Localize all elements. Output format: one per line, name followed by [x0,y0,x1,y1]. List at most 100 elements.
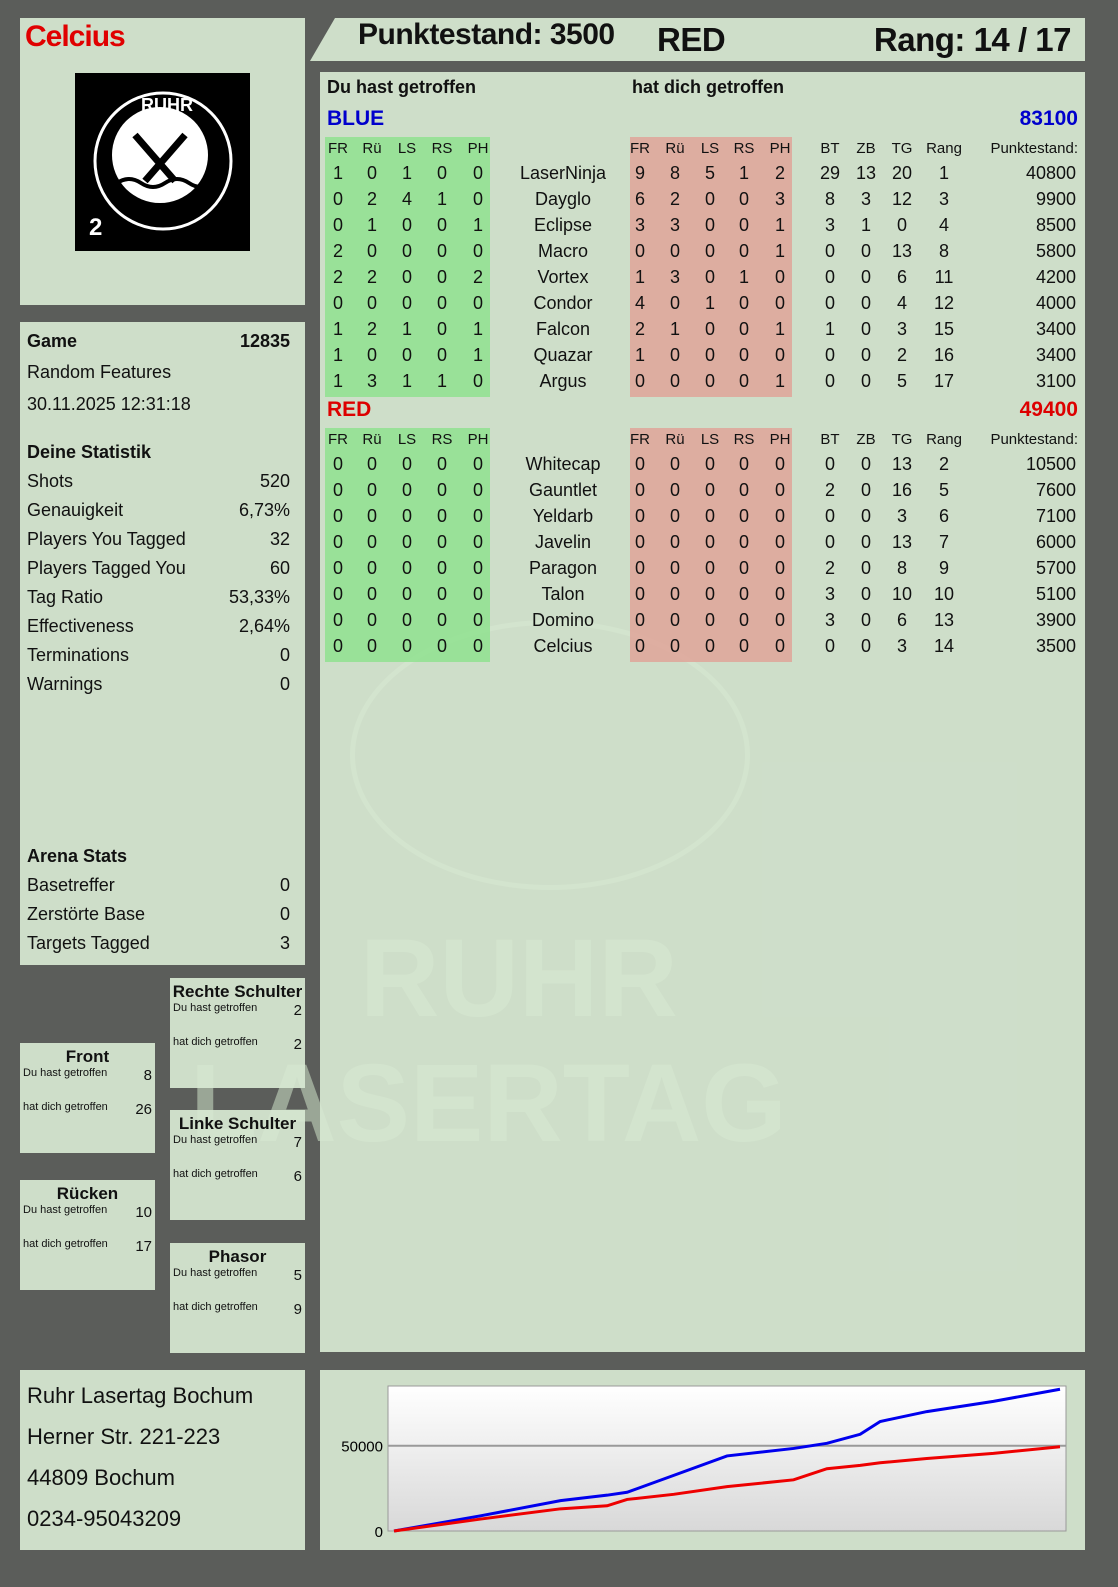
zone-title: Rücken [56,1184,119,1203]
you-hit-cell: 0 [436,532,447,552]
hit-you-cell: 0 [704,610,715,630]
stat-cell: 0 [824,241,835,261]
hit-you-cell: 0 [669,293,680,313]
you-hit-cell: 1 [401,371,412,391]
arena-value: 0 [279,875,290,895]
zone-title: Linke Schulter [178,1114,297,1133]
stat-cell: 0 [860,506,871,526]
column-header: PH [467,431,489,448]
you-hit-cell: 0 [401,454,412,474]
you-hit-cell: 0 [401,584,412,604]
stat-label: Effectiveness [27,616,134,636]
points-cell: 9900 [1035,189,1076,209]
hit-zone-box: Front Du hast getroffen 8 hat dich getroffe… [20,1043,155,1153]
column-header: PH [769,431,791,448]
points-cell: 3400 [1035,345,1076,365]
zone-label: Du hast getroffen [173,1267,258,1279]
hit-you-cell: 0 [738,241,749,261]
stat-value: 520 [259,471,290,491]
you-hit-cell: 0 [472,558,483,578]
you-hit-cell: 0 [401,215,412,235]
address-line: Herner Str. 221-223 [27,1424,221,1449]
arena-value: 0 [279,904,290,924]
you-hit-cell: 0 [401,267,412,287]
column-header: FR [328,431,348,448]
stat-cell: 13 [933,610,955,630]
stat-cell: 1 [938,163,949,183]
arena-value: 3 [279,933,290,953]
hit-you-cell: 1 [738,163,749,183]
stats-title: Deine Statistik [27,442,152,462]
points-cell: 8500 [1035,215,1076,235]
stat-value: 0 [279,645,290,665]
stat-row: Players Tagged You 60 [20,554,305,583]
you-hit-cell: 0 [472,371,483,391]
player-name-cell: Yeldarb [532,506,594,526]
zone-value: 7 [293,1134,302,1151]
stat-cell: 3 [896,319,907,339]
zone-value: 2 [293,1002,302,1019]
header-bar: Punktestand: 3500 RED Rang: 14 / 17 [310,18,1085,61]
stat-cell: 6 [896,267,907,287]
hit-you-cell: 0 [738,345,749,365]
stat-cell: 12 [933,293,955,313]
stat-cell: 0 [824,454,835,474]
you-hit-cell: 0 [332,584,343,604]
points-cell: 4200 [1035,267,1076,287]
red-team-line [393,1445,1061,1533]
hit-you-cell: 0 [704,532,715,552]
stat-cell: 3 [896,636,907,656]
hit-you-block [630,428,792,662]
stat-value: 32 [269,529,290,549]
stat-cell: 0 [860,532,871,552]
hit-you-cell: 0 [634,558,645,578]
you-hit-cell: 1 [472,319,483,339]
you-hit-cell: 0 [436,319,447,339]
column-header: RS [431,431,453,448]
hit-you-block [630,137,792,397]
stat-cell: 0 [824,345,835,365]
points-cell: 40800 [1025,163,1076,183]
column-header: FR [630,140,650,157]
column-header: ZB [856,431,876,448]
player-rank: Rang: 14 / 17 [873,21,1072,58]
you-hit-cell: 0 [472,610,483,630]
stat-cell: 13 [891,454,913,474]
zone-row: hat dich getroffen 2 [170,1036,305,1070]
arena-title: Arena Stats [27,846,128,866]
you-hit-cell: 1 [472,215,483,235]
hit-you-cell: 0 [669,584,680,604]
you-hit-cell: 0 [366,610,377,630]
stat-cell: 17 [933,371,955,391]
stat-cell: 11 [934,267,954,287]
stat-cell: 3 [938,189,949,209]
hit-you-cell: 0 [704,241,715,261]
player-name-cell: Paragon [528,558,598,578]
hit-you-cell: 0 [669,558,680,578]
hit-you-cell: 0 [774,558,785,578]
you-hit-cell: 1 [332,345,343,365]
plot-area [387,1385,1067,1532]
stat-label: Players Tagged You [27,558,186,578]
team-name: RED [327,398,372,421]
stat-row: Tag Ratio 53,33% [20,583,305,612]
hit-you-cell: 2 [774,163,785,183]
zone-value: 8 [143,1067,152,1084]
player-name-cell: Falcon [535,319,591,339]
you-hit-cell: 2 [332,241,343,261]
stat-cell: 0 [860,319,871,339]
column-header: Punktestand: [990,431,1078,448]
stat-row: Genauigkeit 6,73% [20,496,305,525]
you-hit-cell: 0 [436,480,447,500]
hit-you-cell: 0 [738,532,749,552]
hit-you-cell: 0 [738,558,749,578]
you-hit-block [325,137,490,397]
you-hit-cell: 1 [436,189,447,209]
stat-cell: 0 [860,345,871,365]
stat-value: 6,73% [238,500,290,520]
zone-label: hat dich getroffen [23,1101,108,1113]
column-header: FR [328,140,348,157]
you-hit-cell: 2 [366,267,377,287]
zone-row: Du hast getroffen 10 [20,1204,155,1238]
player-name-cell: Eclipse [533,215,593,235]
